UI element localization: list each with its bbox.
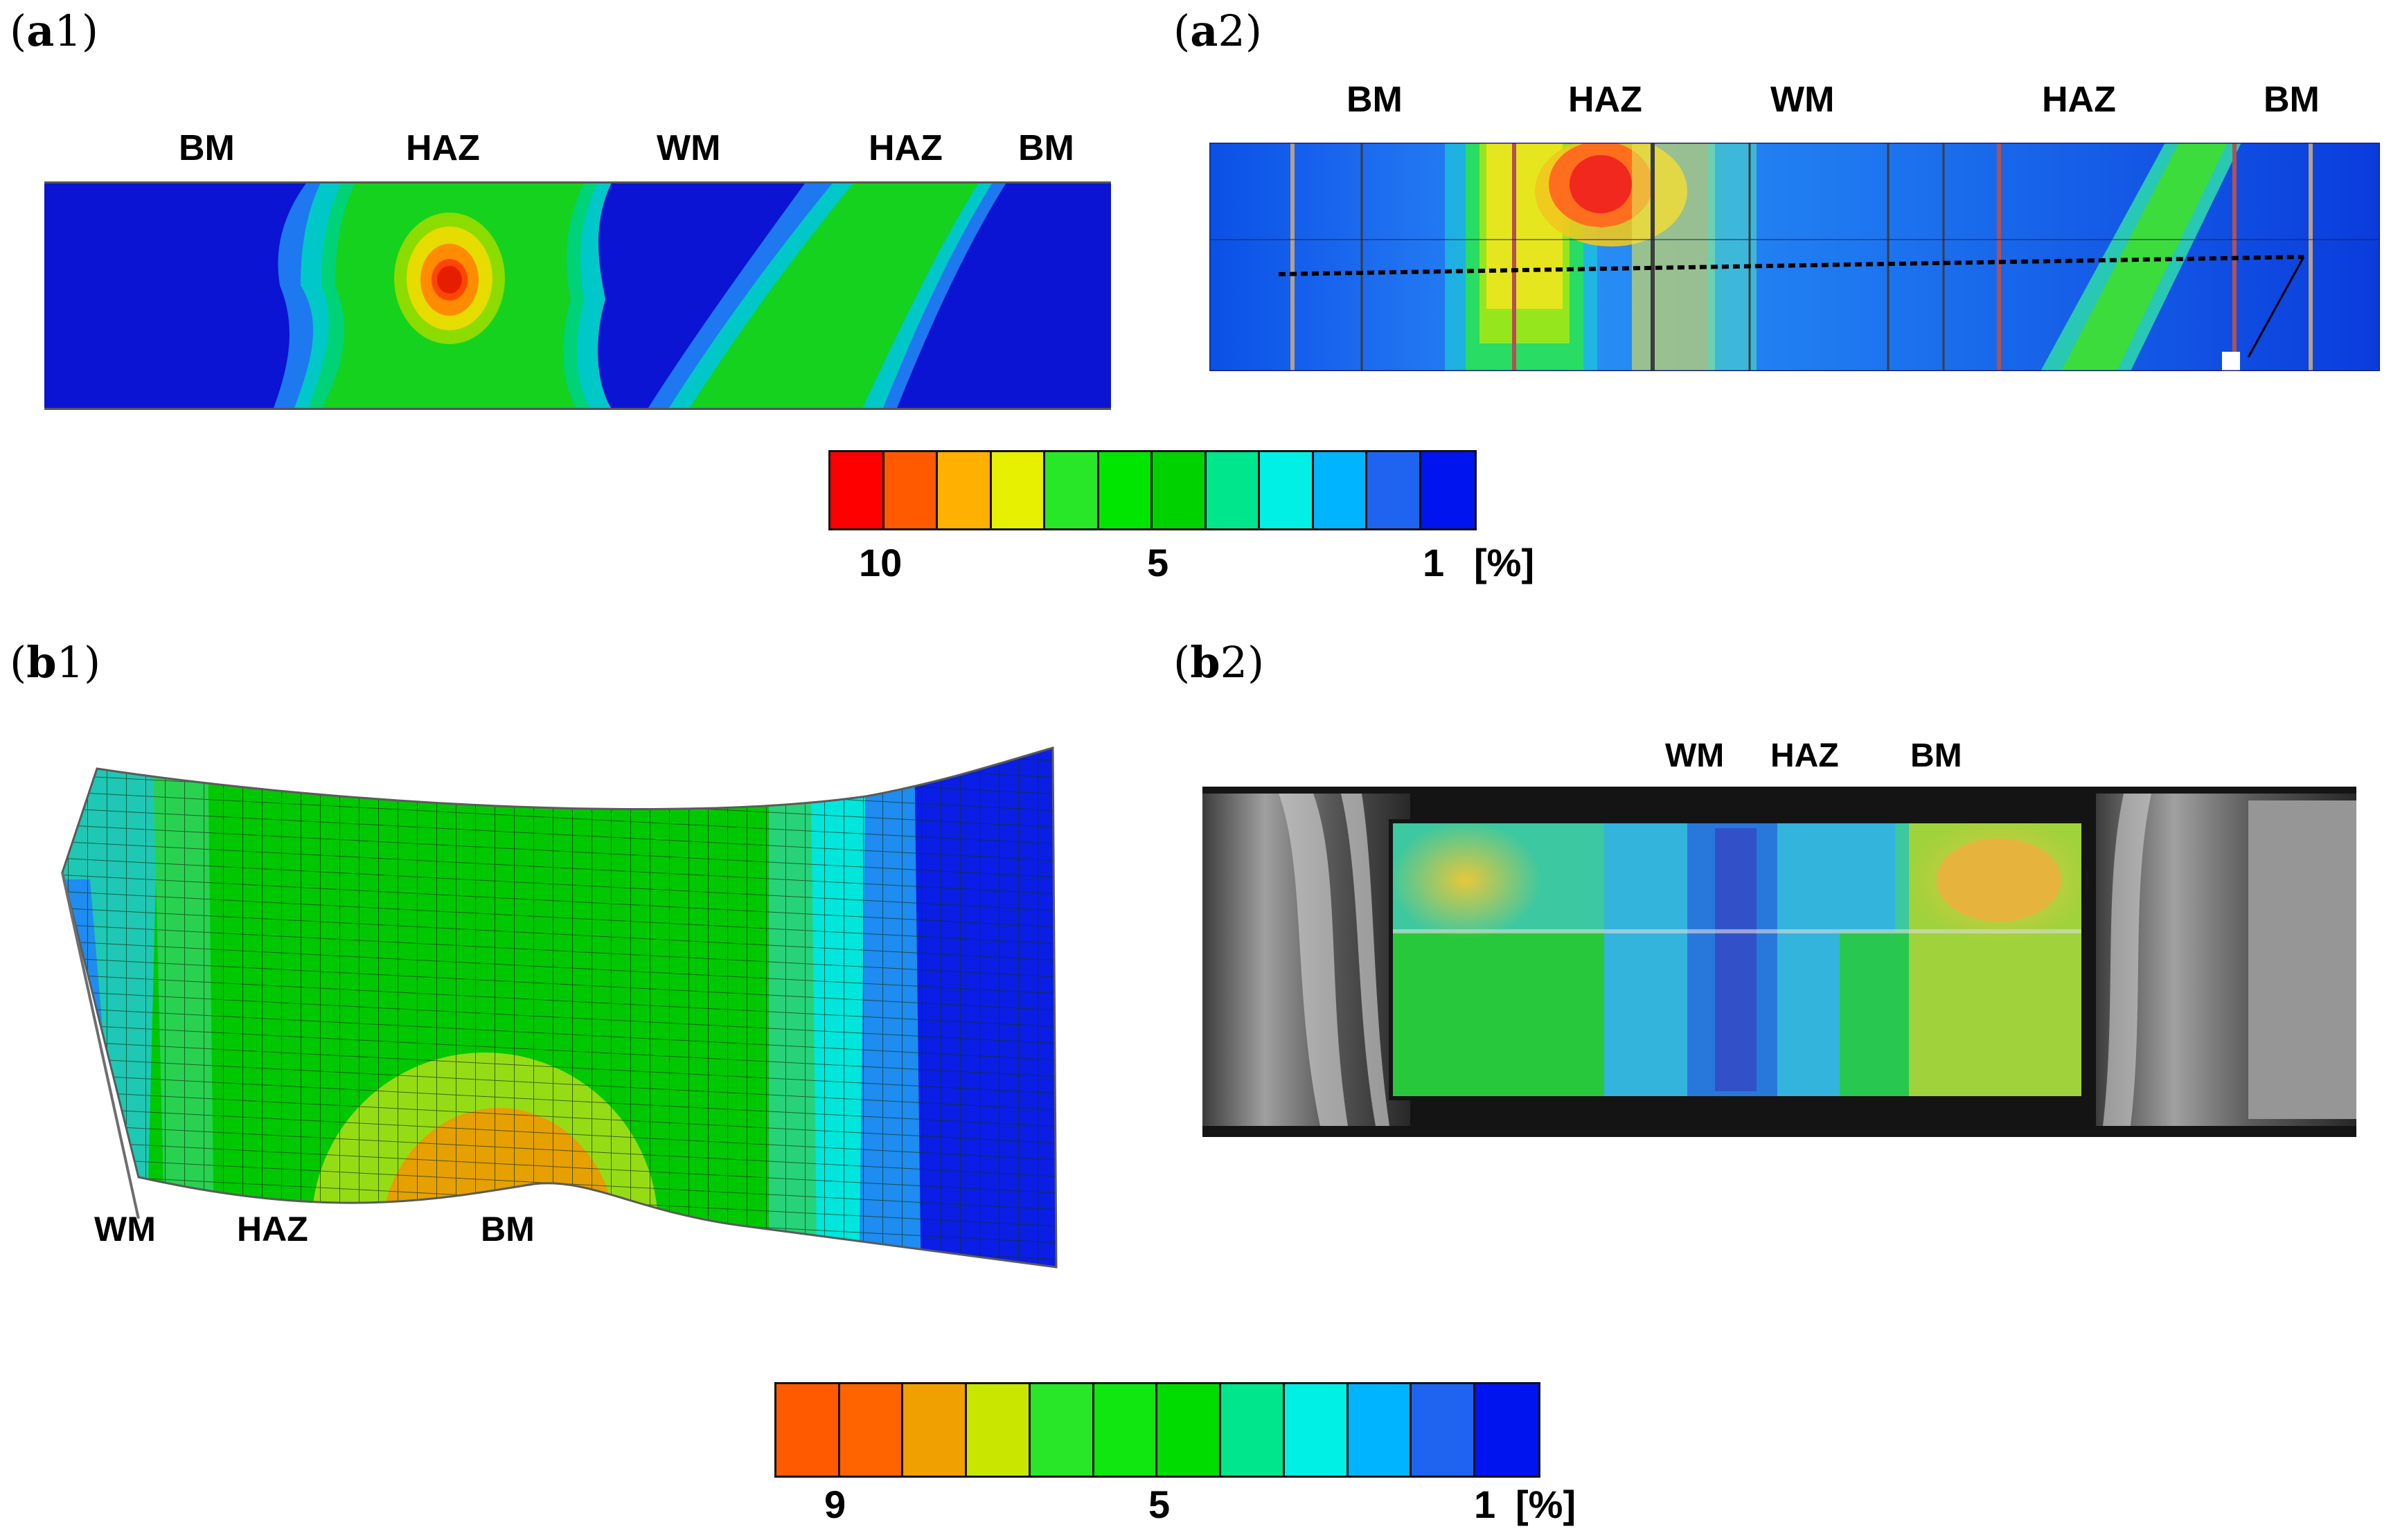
- colorbar-a-tick-10: 10: [859, 541, 903, 584]
- colorbar-b-cell: [839, 1384, 904, 1476]
- colorbar-b-tick-5: 5: [1148, 1483, 1171, 1526]
- zone-label-haz-left: HAZ: [1568, 80, 1642, 120]
- colorbar-b-cell: [1030, 1384, 1094, 1476]
- colorbar-a-cell: [991, 452, 1046, 528]
- panel-label-a1: (a1): [10, 6, 99, 56]
- colorbar-b-cell: [1221, 1384, 1285, 1476]
- zone-label-bm-left: BM: [1346, 80, 1403, 120]
- panel-label-a2: (a2): [1173, 6, 1263, 56]
- fe-strain-map-a1: [44, 181, 1111, 410]
- zone-label-bm: BM: [1910, 737, 1962, 774]
- colorbar-b-cell: [903, 1384, 968, 1476]
- zone-label-haz: HAZ: [1770, 737, 1839, 774]
- colorbar-b-cell: [1094, 1384, 1158, 1476]
- zone-label-haz-right: HAZ: [869, 128, 943, 168]
- colorbar-b-unit: [%]: [1516, 1483, 1576, 1526]
- colorbar-b-cell: [1412, 1384, 1476, 1476]
- colorbar-a-cell: [938, 452, 992, 528]
- zone-label-wm: WM: [94, 1210, 156, 1248]
- colorbar-a-cell: [884, 452, 939, 528]
- zone-label-wm: WM: [657, 128, 721, 168]
- colorbar-b-cell: [1157, 1384, 1222, 1476]
- colorbar-b-cell: [1475, 1384, 1538, 1476]
- zone-label-bm-right: BM: [1018, 128, 1074, 168]
- colorbar-b-cell: [967, 1384, 1031, 1476]
- zone-label-bm-right: BM: [2264, 80, 2320, 120]
- zone-label-bm: BM: [481, 1210, 535, 1248]
- colorbar-b-cell: [1348, 1384, 1412, 1476]
- zone-label-bm-left: BM: [179, 128, 235, 168]
- colorbar-a-cell: [1099, 452, 1153, 528]
- colorbar-b: [774, 1382, 1540, 1478]
- dic-strain-map-a2: [1209, 143, 2380, 371]
- colorbar-a: [828, 450, 1477, 530]
- zone-label-haz-left: HAZ: [406, 128, 480, 168]
- colorbar-a-cell: [1206, 452, 1261, 528]
- colorbar-b-cell: [776, 1384, 840, 1476]
- dic-specimen-photo-b2: [1202, 787, 2356, 1137]
- zone-label-haz-right: HAZ: [2042, 80, 2116, 120]
- zone-label-wm: WM: [1665, 737, 1725, 774]
- colorbar-b-cell: [1284, 1384, 1349, 1476]
- colorbar-a-cell: [1421, 452, 1475, 528]
- zone-label-wm: WM: [1770, 80, 1835, 120]
- colorbar-a-unit: [%]: [1474, 541, 1535, 584]
- colorbar-a-cell: [830, 452, 885, 528]
- colorbar-b-tick-9: 9: [824, 1483, 846, 1526]
- panel-label-b1: (b1): [10, 637, 101, 688]
- colorbar-a-cell: [1045, 452, 1099, 528]
- colorbar-a-cell: [1367, 452, 1422, 528]
- colorbar-b-tick-1: 1: [1474, 1483, 1496, 1526]
- colorbar-a-tick-1: 1: [1423, 541, 1445, 584]
- zone-label-haz: HAZ: [237, 1210, 308, 1248]
- colorbar-a-cell: [1153, 452, 1207, 528]
- colorbar-a-cell: [1260, 452, 1314, 528]
- fe-mesh-model-b1: [61, 746, 1058, 1269]
- panel-label-b2: (b2): [1173, 637, 1265, 688]
- colorbar-a-cell: [1313, 452, 1368, 528]
- colorbar-a-tick-5: 5: [1147, 541, 1169, 584]
